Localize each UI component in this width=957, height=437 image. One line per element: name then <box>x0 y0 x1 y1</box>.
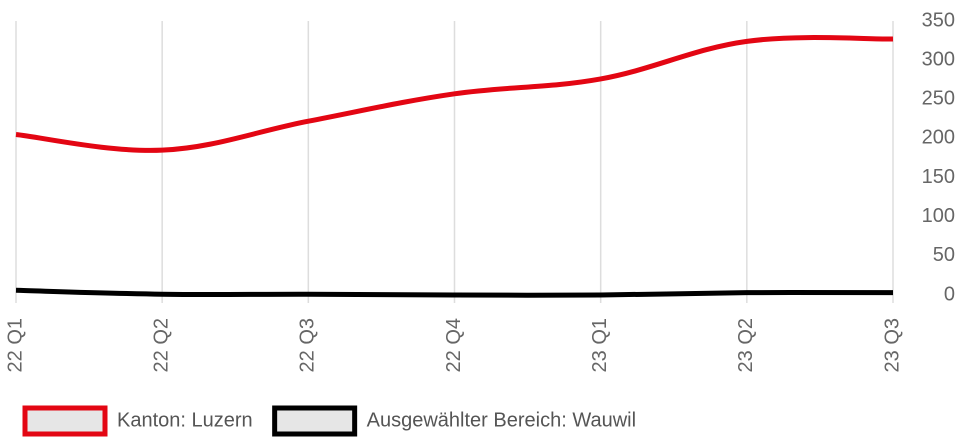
x-tick-label: 22 Q2 <box>150 318 172 372</box>
line-series <box>15 35 894 153</box>
line-series <box>15 287 894 298</box>
x-tick-label: 23 Q2 <box>735 318 757 372</box>
y-tick-label: 300 <box>922 48 955 70</box>
x-tick-label: 23 Q1 <box>589 318 611 372</box>
y-tick-label: 350 <box>922 9 955 31</box>
legend-swatch <box>22 405 108 437</box>
legend: Kanton: Luzern Ausgewählter Bereich: Wauw… <box>22 405 636 437</box>
y-tick-label: 250 <box>922 88 955 110</box>
legend-label: Kanton: Luzern <box>117 409 253 431</box>
x-tick-label: 22 Q4 <box>443 318 465 372</box>
x-tick-label: 22 Q1 <box>4 318 26 372</box>
y-tick-label: 100 <box>922 205 955 227</box>
x-tick-label: 22 Q3 <box>297 318 319 372</box>
y-tick-label: 200 <box>922 127 955 149</box>
y-tick-label: 150 <box>922 166 955 188</box>
y-tick-label: 0 <box>944 283 955 305</box>
y-tick-label: 50 <box>933 244 955 266</box>
legend-swatch <box>272 405 358 437</box>
x-tick-label: 23 Q3 <box>881 318 903 372</box>
legend-label: Ausgewählter Bereich: Wauwil <box>367 409 636 431</box>
